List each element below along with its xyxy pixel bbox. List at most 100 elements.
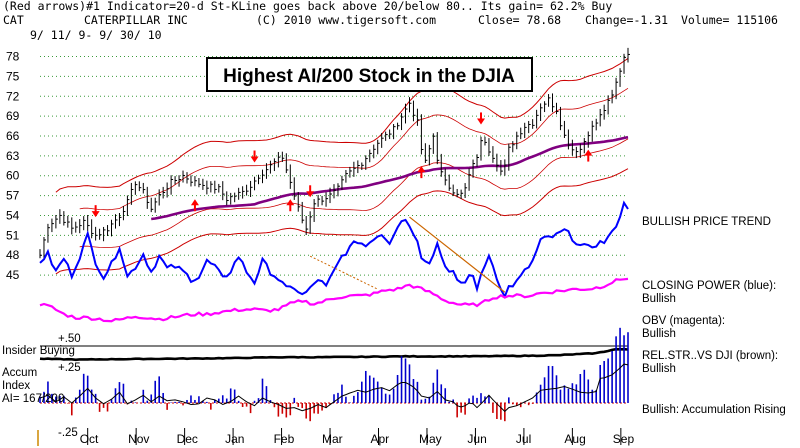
- volume-value: Volume= 115106: [681, 13, 778, 27]
- price-bar: [63, 211, 66, 226]
- y-tick-label: 45: [6, 268, 20, 282]
- price-bar: [416, 108, 420, 126]
- ma-line: [151, 135, 629, 221]
- price-bar: [269, 160, 273, 174]
- closing-power-value: Bullish: [642, 293, 676, 305]
- price-bar: [615, 77, 619, 100]
- outer-band-1: [55, 168, 629, 275]
- price-bar: [170, 175, 174, 195]
- price-bar: [627, 47, 630, 63]
- price-bar: [222, 181, 225, 201]
- y-tick-label: 72: [6, 89, 20, 103]
- price-bar: [277, 152, 281, 168]
- x-tick-label: Sep: [613, 432, 635, 446]
- price-bar: [55, 214, 58, 229]
- price-bar: [460, 189, 464, 199]
- price-bar: [599, 108, 603, 127]
- y-tick-label: 69: [6, 109, 20, 123]
- price-bar: [230, 192, 233, 205]
- price-bar: [540, 103, 543, 122]
- price-bar: [559, 106, 563, 131]
- price-bar: [134, 181, 138, 195]
- price-bar: [428, 144, 432, 166]
- price-bar: [309, 211, 313, 234]
- price-bar: [508, 143, 511, 171]
- price-bar: [611, 89, 615, 104]
- outer-band-0: [55, 57, 629, 193]
- price-bar: [476, 154, 480, 167]
- price-bar: [301, 201, 305, 224]
- price-bar: [432, 133, 436, 154]
- up-arrow: [286, 199, 295, 212]
- price-bar: [575, 146, 579, 159]
- price-bar: [389, 129, 392, 140]
- price-bar: [289, 164, 293, 189]
- accumulation-label: Bullish: Accumulation Rising: [642, 404, 786, 416]
- price-bar: [325, 192, 329, 207]
- price-bar: [250, 180, 253, 197]
- up-arrow: [584, 149, 593, 162]
- inner-band-1: [79, 138, 629, 249]
- price-bar: [377, 139, 380, 155]
- price-bar: [337, 183, 340, 197]
- price-bar: [579, 143, 583, 158]
- arrow-head: [250, 156, 259, 163]
- banner-box: [206, 57, 533, 92]
- price-bar: [619, 68, 623, 87]
- price-bar: [166, 182, 170, 198]
- price-bar: [472, 159, 476, 178]
- price-bar: [111, 219, 114, 237]
- price-bar: [552, 93, 555, 113]
- price-bar: [492, 146, 495, 163]
- price-bar: [71, 217, 74, 235]
- price-bar: [607, 95, 611, 115]
- y-tick-label: 54: [6, 209, 20, 223]
- price-bar: [420, 114, 424, 155]
- price-bar: [297, 191, 301, 212]
- x-tick-label: Mar: [322, 432, 343, 446]
- price-bar: [393, 124, 396, 140]
- arrow-head: [584, 149, 593, 156]
- banner-title: Highest AI/200 Stock in the DJIA: [223, 66, 515, 87]
- price-bar: [369, 149, 372, 163]
- x-tick-label: Oct: [80, 432, 99, 446]
- price-bar: [464, 183, 468, 199]
- price-bar: [408, 97, 412, 113]
- price-bar: [480, 136, 483, 161]
- price-bar: [158, 189, 162, 206]
- price-bar: [397, 122, 400, 130]
- price-bar: [79, 219, 82, 234]
- price-bars: [39, 47, 630, 259]
- price-bar: [198, 177, 201, 188]
- price-bar: [567, 129, 571, 150]
- price-bar: [154, 197, 158, 213]
- price-bar: [571, 139, 575, 156]
- up-arrow: [190, 199, 199, 212]
- price-bar: [210, 181, 213, 193]
- price-bar: [365, 155, 368, 170]
- price-bar: [313, 199, 317, 222]
- price-bar: [385, 131, 388, 141]
- price-bar: [43, 237, 46, 259]
- plus25-label: +.25: [58, 362, 81, 374]
- price-bar: [126, 195, 130, 217]
- price-bar: [361, 162, 364, 170]
- price-bar: [595, 118, 599, 131]
- accum-average: [39, 363, 629, 413]
- date-range: 9/ 11/ 9- 9/ 30/ 10: [30, 28, 162, 42]
- price-bar: [623, 53, 627, 74]
- price-bar: [265, 163, 269, 179]
- price-bar: [524, 122, 527, 139]
- price-bar: [194, 176, 197, 187]
- y-tick-label: 78: [6, 50, 20, 64]
- obv-line: [39, 277, 629, 323]
- cp-trend-1: [309, 255, 378, 290]
- x-tick-label: Nov: [128, 432, 149, 446]
- price-bar: [353, 161, 356, 177]
- arrow-head: [417, 166, 426, 173]
- minus25-label: -.25: [58, 427, 78, 439]
- down-arrow: [91, 205, 100, 218]
- y-tick-label: 63: [6, 149, 20, 163]
- price-bar: [39, 249, 42, 259]
- price-bar: [305, 215, 309, 236]
